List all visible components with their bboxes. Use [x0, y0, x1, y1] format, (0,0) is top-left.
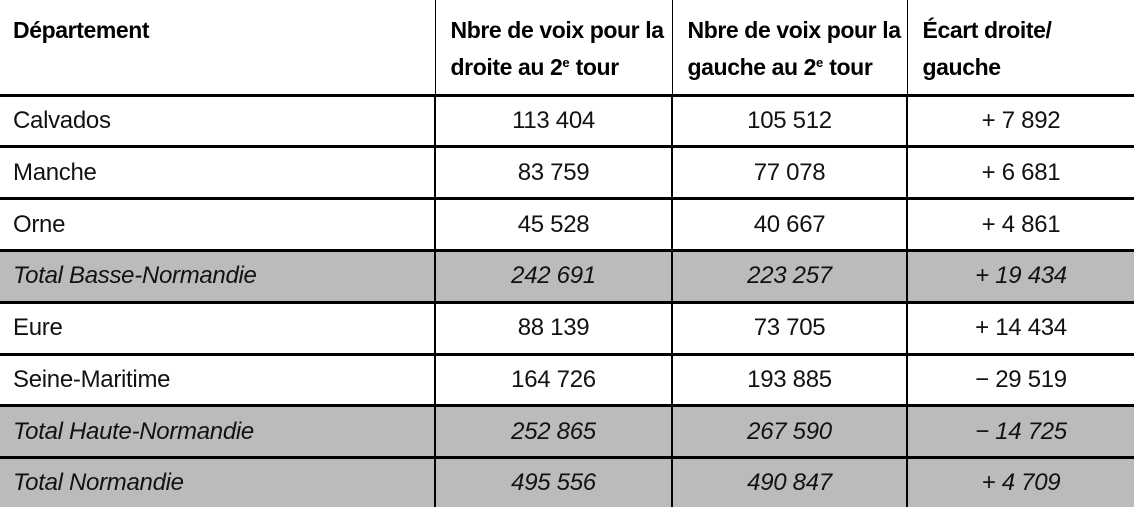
cell-ecart: + 4 709 — [906, 457, 1134, 507]
table-row-eure: Eure 88 139 73 705 + 14 434 — [0, 302, 1134, 356]
cell-voix-gauche: 73 705 — [671, 302, 907, 356]
header-voix-droite-line2-suffix: tour — [569, 54, 620, 80]
header-cell-ecart: Écart droite/ gauche — [906, 0, 1134, 97]
header-cell-voix-gauche: Nbre de voix pour la gauche au 2e tour — [671, 0, 907, 97]
cell-voix-droite: 242 691 — [434, 250, 672, 304]
table-row-manche: Manche 83 759 77 078 + 6 681 — [0, 146, 1134, 201]
cell-ecart: − 14 725 — [906, 405, 1134, 460]
cell-voix-droite: 252 865 — [434, 405, 672, 460]
cell-departement: Orne — [0, 198, 435, 252]
header-label-voix-droite-line1: Nbre de voix pour la — [450, 17, 665, 43]
table-row-total-haute-normandie: Total Haute-Normandie 252 865 267 590 − … — [0, 405, 1134, 460]
cell-voix-droite: 45 528 — [434, 198, 672, 252]
cell-ecart: − 29 519 — [906, 354, 1134, 408]
cell-voix-droite: 164 726 — [434, 354, 672, 408]
cell-ecart: + 14 434 — [906, 302, 1134, 356]
cell-voix-droite: 495 556 — [434, 457, 672, 507]
cell-voix-gauche: 105 512 — [671, 95, 907, 149]
header-voix-gauche-superscript: e — [816, 55, 824, 70]
table-row-orne: Orne 45 528 40 667 + 4 861 — [0, 198, 1134, 252]
cell-departement: Total Basse-Normandie — [0, 250, 435, 304]
table-row-calvados: Calvados 113 404 105 512 + 7 892 — [0, 95, 1134, 149]
table-row-seine-maritime: Seine-Maritime 164 726 193 885 − 29 519 — [0, 354, 1134, 408]
cell-voix-gauche: 490 847 — [671, 457, 907, 507]
cell-departement: Total Normandie — [0, 457, 435, 507]
cell-departement: Seine-Maritime — [0, 354, 435, 408]
cell-voix-gauche: 77 078 — [671, 146, 907, 201]
header-label-voix-gauche-line1: Nbre de voix pour la — [687, 17, 902, 43]
header-cell-voix-droite: Nbre de voix pour la droite au 2e tour — [434, 0, 672, 97]
header-voix-gauche-line2-suffix: tour — [823, 54, 873, 80]
header-voix-droite-line2-text: droite au 2 — [450, 54, 563, 80]
cell-voix-gauche: 193 885 — [671, 354, 907, 408]
cell-departement: Manche — [0, 146, 435, 201]
cell-ecart: + 7 892 — [906, 95, 1134, 149]
cell-voix-droite: 88 139 — [434, 302, 672, 356]
cell-voix-gauche: 223 257 — [671, 250, 907, 304]
cell-departement: Calvados — [0, 95, 435, 149]
cell-ecart: + 6 681 — [906, 146, 1134, 201]
cell-ecart: + 19 434 — [906, 250, 1134, 304]
cell-voix-gauche: 267 590 — [671, 405, 907, 460]
cell-ecart: + 4 861 — [906, 198, 1134, 252]
header-label-ecart-line1: Écart droite/ — [922, 17, 1052, 43]
header-label-departement: Département — [13, 17, 150, 43]
table-row-total-normandie: Total Normandie 495 556 490 847 + 4 709 — [0, 457, 1134, 507]
cell-voix-droite: 113 404 — [434, 95, 672, 149]
header-label-ecart-line2: gauche — [922, 54, 1002, 80]
cell-voix-droite: 83 759 — [434, 146, 672, 201]
table-row-total-basse-normandie: Total Basse-Normandie 242 691 223 257 + … — [0, 250, 1134, 304]
cell-departement: Eure — [0, 302, 435, 356]
cell-departement: Total Haute-Normandie — [0, 405, 435, 460]
header-voix-droite-superscript: e — [562, 55, 570, 70]
header-row: Département Nbre de voix pour la droite … — [0, 0, 1134, 97]
header-voix-gauche-line2-text: gauche au 2 — [687, 54, 817, 80]
header-label-voix-droite-line2: droite au 2e tour — [451, 49, 672, 89]
cell-voix-gauche: 40 667 — [671, 198, 907, 252]
header-cell-departement: Département — [0, 0, 435, 97]
header-label-voix-gauche-line2: gauche au 2e tour — [688, 49, 907, 89]
